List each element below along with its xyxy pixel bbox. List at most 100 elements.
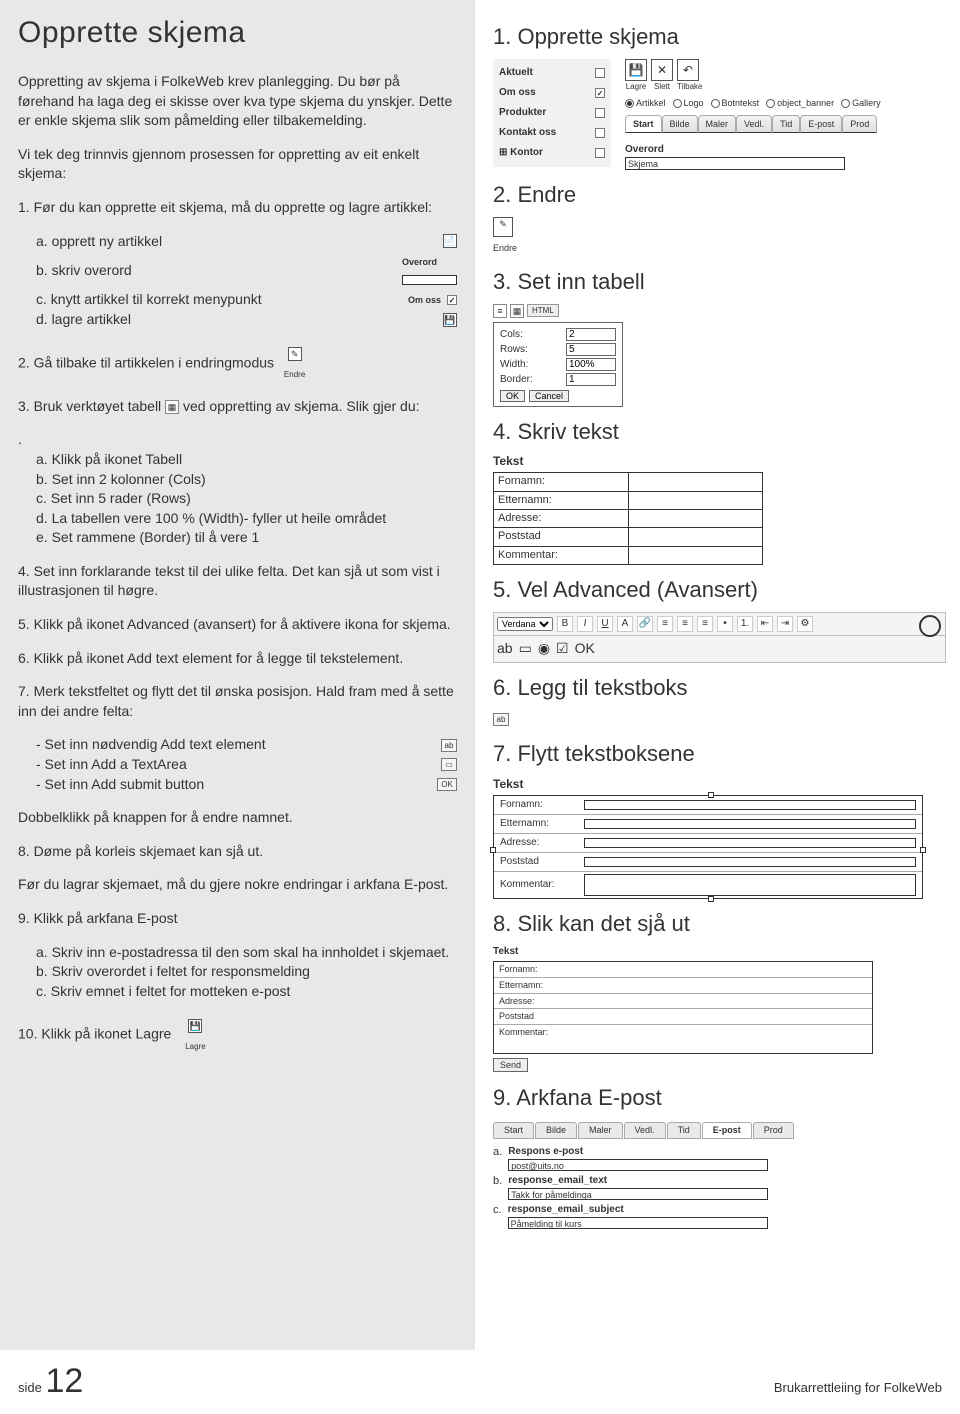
menu-check-icon[interactable] (595, 68, 605, 78)
form-check-icon[interactable]: ☑ (556, 639, 569, 659)
form-textarea-icon[interactable]: ▭ (519, 639, 532, 659)
menu-item[interactable]: Om oss✓ (499, 83, 605, 103)
form-row: Kommentar: (494, 872, 922, 898)
underline-icon[interactable]: U (597, 616, 613, 632)
list-ol-icon[interactable]: 1. (737, 616, 753, 632)
text-field[interactable] (584, 819, 916, 829)
tab-start[interactable]: Start (625, 115, 662, 134)
menu-check-icon[interactable] (595, 148, 605, 158)
radio-artikkel[interactable]: Artikkel (625, 97, 666, 110)
epost-a-field[interactable]: post@uits.no (508, 1159, 768, 1171)
tab-e-post[interactable]: E-post (800, 115, 842, 134)
panel-opprette-skjema: AktueltOm oss✓ProdukterKontakt oss⊞ Kont… (493, 59, 946, 170)
align-center-icon[interactable]: ≡ (677, 616, 693, 632)
endre-icon[interactable]: ✎ (493, 217, 513, 237)
lagre-icon-label: Lagre (185, 1042, 205, 1051)
intro-paragraph-1: Oppretting av skjema i FolkeWeb krev pla… (18, 72, 457, 131)
text-field[interactable] (584, 857, 916, 867)
tab-prod[interactable]: Prod (842, 115, 877, 134)
menu-check-icon[interactable] (595, 128, 605, 138)
step-1-sublist: a. opprett ny artikkel 📄 b. skriv overor… (36, 232, 457, 330)
form-row: Etternamn: (494, 815, 922, 834)
epost-tab-tid[interactable]: Tid (667, 1122, 701, 1139)
indent-left-icon[interactable]: ≡ (493, 304, 507, 318)
epost-c-field[interactable]: Påmelding til kurs (508, 1217, 768, 1229)
cancel-button[interactable]: Cancel (529, 390, 569, 402)
send-button[interactable]: Send (493, 1058, 528, 1073)
epost-tab-maler[interactable]: Maler (578, 1122, 623, 1139)
epost-c-label: response_email_subject (508, 1203, 768, 1217)
step-2-label: 2. Gå tilbake til artikkelen i endringmo… (18, 354, 274, 370)
footer-page-number: 12 (45, 1362, 83, 1400)
page-footer: side 12 Brukarrettleiing for FolkeWeb (0, 1350, 960, 1414)
tab-maler[interactable]: Maler (698, 115, 737, 134)
lagre-icon[interactable]: 💾 (625, 59, 647, 81)
tab-vedl.[interactable]: Vedl. (736, 115, 772, 134)
form-radio-icon[interactable]: ◉ (538, 639, 550, 659)
html-toggle[interactable]: HTML (527, 304, 559, 317)
text-field[interactable] (584, 800, 916, 810)
epost-tab-prod[interactable]: Prod (753, 1122, 794, 1139)
left-column: Opprette skjema Oppretting av skjema i F… (0, 0, 475, 1350)
form-label-cell: Kommentar: (494, 546, 629, 564)
font-select[interactable]: Verdana (497, 617, 553, 631)
epost-fields: a. Respons e-post post@uits.no b. respon… (493, 1145, 946, 1229)
overord-mini-widget: Overord (402, 251, 457, 290)
link-icon[interactable]: 🔗 (637, 616, 653, 632)
form-text-icon[interactable]: ab (497, 639, 513, 659)
align-right-icon[interactable]: ≡ (697, 616, 713, 632)
add-text-element-icon: ab (441, 739, 457, 752)
tab-bilde[interactable]: Bilde (662, 115, 698, 134)
step-8-text: 8. Døme på korleis skjemaet kan sjå ut. (18, 842, 457, 862)
edit-icon-label: Endre (284, 370, 305, 379)
border-input[interactable] (566, 373, 616, 386)
epost-tab-start[interactable]: Start (493, 1122, 534, 1139)
epost-tab-vedl.[interactable]: Vedl. (624, 1122, 666, 1139)
form-preview-7: Fornamn:Etternamn:Adresse:PoststadKommen… (493, 795, 923, 899)
rows-input[interactable] (566, 343, 616, 356)
menu-item[interactable]: ⊞ Kontor (499, 143, 605, 163)
width-input[interactable] (566, 358, 616, 371)
radio-botntekst[interactable]: Botntekst (711, 97, 760, 110)
outdent-icon[interactable]: ⇤ (757, 616, 773, 632)
italic-icon[interactable]: I (577, 616, 593, 632)
epost-tab-e-post[interactable]: E-post (702, 1122, 752, 1139)
menu-check-icon[interactable] (595, 108, 605, 118)
overord-field[interactable]: Skjema (625, 157, 845, 170)
epost-c-marker: c. (493, 1203, 502, 1218)
step-7-2: - Set inn Add a TextArea (36, 755, 187, 775)
tilbake-icon[interactable]: ↶ (677, 59, 699, 81)
epost-b-field[interactable]: Takk for påmeldinga (508, 1188, 768, 1200)
epost-tab-bilde[interactable]: Bilde (535, 1122, 577, 1139)
indent-icon[interactable]: ⇥ (777, 616, 793, 632)
radio-logo[interactable]: Logo (673, 97, 704, 110)
add-textbox-icon[interactable]: ab (493, 713, 509, 726)
tab-tid[interactable]: Tid (772, 115, 800, 134)
tool-label: Slett (651, 81, 673, 92)
list-ul-icon[interactable]: • (717, 616, 733, 632)
form-value-cell (628, 510, 763, 528)
tekst-header-7: Tekst (493, 776, 946, 793)
table-insert-icon[interactable]: ▦ (510, 304, 524, 318)
menu-item[interactable]: Kontakt oss (499, 123, 605, 143)
radio-gallery[interactable]: Gallery (841, 97, 881, 110)
advanced-icon[interactable]: ⚙ (797, 616, 813, 632)
text-field[interactable] (584, 838, 916, 848)
cols-input[interactable] (566, 328, 616, 341)
border-label: Border: (500, 373, 533, 387)
step-3-4: d. La tabellen vere 100 % (Width)- fylle… (36, 509, 457, 529)
bold-icon[interactable]: B (557, 616, 573, 632)
epost-b-label: response_email_text (508, 1174, 768, 1188)
color-icon[interactable]: A (617, 616, 633, 632)
radio-row: Artikkel Logo Botntekst object_banner Galler… (625, 97, 946, 110)
text-field[interactable] (584, 874, 916, 896)
slett-icon[interactable]: ✕ (651, 59, 673, 81)
menu-item[interactable]: Produkter (499, 103, 605, 123)
radio-object_banner[interactable]: object_banner (766, 97, 834, 110)
align-left-icon[interactable]: ≡ (657, 616, 673, 632)
ok-button[interactable]: OK (500, 390, 525, 402)
menu-check-icon[interactable]: ✓ (595, 88, 605, 98)
menu-item[interactable]: Aktuelt (499, 63, 605, 83)
form-submit-icon[interactable]: OK (575, 639, 595, 659)
step-9a: a. Skriv inn e-postadressa til den som s… (36, 943, 457, 963)
